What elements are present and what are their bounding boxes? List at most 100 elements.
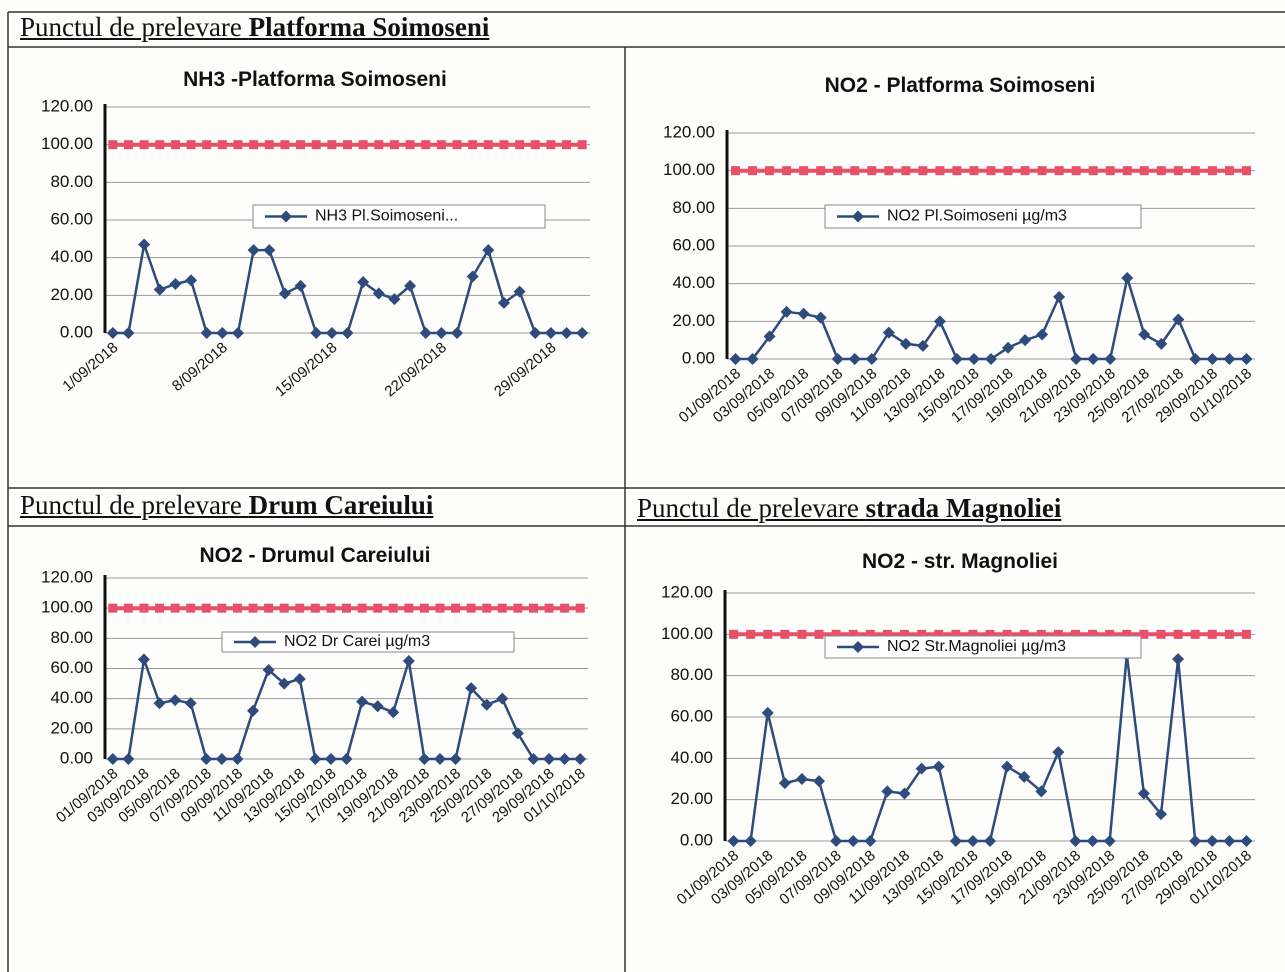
point-marker	[1035, 785, 1048, 798]
legend-box	[252, 204, 546, 229]
point-marker	[247, 704, 260, 717]
point-marker	[560, 327, 573, 339]
limit-marker	[452, 140, 462, 150]
limit-marker	[451, 603, 461, 613]
y-tick-label: 0.00	[680, 830, 713, 849]
limit-marker	[1003, 166, 1013, 176]
point-marker	[763, 330, 776, 343]
y-tick-label: 100.00	[663, 160, 715, 179]
y-tick-label: 60.00	[50, 658, 93, 677]
y-tick-label: 20.00	[670, 789, 713, 808]
y-tick-label: 80.00	[670, 665, 713, 684]
limit-marker	[248, 603, 258, 613]
limit-marker	[1105, 166, 1115, 176]
limit-marker	[155, 140, 165, 150]
point-marker	[761, 706, 774, 719]
section-header: Punctul de prelevare Drum Careiului	[20, 490, 433, 521]
point-marker	[778, 777, 791, 790]
header-place: Platforma Soimoseni	[248, 12, 490, 42]
point-marker	[795, 773, 808, 785]
point-marker	[480, 698, 493, 711]
limit-marker	[1241, 629, 1251, 639]
limit-marker	[831, 629, 841, 639]
y-tick-label: 120.00	[661, 582, 713, 601]
y-tick-label: 100.00	[41, 134, 93, 153]
point-marker	[200, 753, 213, 765]
point-marker	[262, 664, 275, 677]
point-marker	[106, 753, 119, 765]
point-marker	[966, 835, 979, 847]
point-marker	[916, 339, 929, 352]
x-tick-label: 29/09/2018	[491, 339, 559, 400]
limit-marker	[466, 603, 476, 613]
limit-marker	[968, 629, 978, 639]
limit-marker	[123, 603, 133, 613]
limit-marker	[201, 603, 211, 613]
limit-marker	[483, 140, 493, 150]
limit-marker	[780, 629, 790, 639]
limit-marker	[882, 629, 892, 639]
point-marker	[247, 244, 260, 257]
point-marker	[1189, 835, 1202, 847]
legend-marker	[852, 210, 864, 223]
series-line	[735, 277, 1247, 361]
y-tick-label: 40.00	[50, 247, 93, 266]
point-marker	[433, 753, 446, 765]
point-marker	[949, 835, 962, 847]
chart-title: NH3 -Platforma Soimoseni	[183, 68, 447, 91]
point-marker	[529, 327, 542, 339]
limit-marker	[170, 603, 180, 613]
point-marker	[780, 305, 793, 318]
y-tick-label: 80.00	[50, 628, 93, 647]
point-marker	[122, 753, 135, 765]
point-marker	[263, 244, 276, 257]
y-tick-label: 120.00	[663, 122, 715, 141]
point-marker	[153, 283, 166, 296]
header-prefix: Punctul de prelevare	[20, 490, 242, 520]
point-marker	[465, 682, 478, 695]
limit-marker	[1224, 166, 1234, 176]
chart-title: NO2 - Drumul Careiului	[199, 544, 430, 567]
point-marker	[797, 307, 810, 320]
point-marker	[1138, 328, 1151, 341]
limit-marker	[797, 629, 807, 639]
series-line	[112, 659, 581, 761]
point-marker	[404, 279, 417, 292]
point-marker	[387, 706, 400, 719]
point-marker	[418, 753, 431, 765]
point-marker	[1240, 353, 1253, 365]
point-marker	[1069, 835, 1082, 847]
point-marker	[309, 753, 322, 765]
point-marker	[231, 753, 244, 765]
legend-marker	[280, 210, 292, 223]
point-marker	[746, 353, 759, 365]
y-tick-label: 60.00	[672, 235, 715, 254]
limit-marker	[544, 603, 554, 613]
point-marker	[341, 327, 354, 339]
limit-marker	[901, 166, 911, 176]
point-marker	[184, 697, 197, 710]
limit-marker	[1070, 629, 1080, 639]
limit-marker	[357, 603, 367, 613]
point-marker	[847, 835, 860, 847]
limit-marker	[816, 166, 826, 176]
point-marker	[185, 274, 198, 287]
point-marker	[1172, 313, 1185, 326]
limit-marker	[421, 140, 431, 150]
point-marker	[356, 695, 369, 708]
point-marker	[200, 327, 213, 339]
limit-marker	[499, 140, 509, 150]
y-tick-label: 80.00	[672, 198, 715, 217]
limit-marker	[1105, 629, 1115, 639]
limit-marker	[746, 629, 756, 639]
chart-title: NO2 - Platforma Soimoseni	[825, 74, 1096, 97]
limit-marker	[279, 603, 289, 613]
point-marker	[1053, 290, 1066, 303]
point-marker	[231, 327, 244, 339]
point-marker	[881, 785, 894, 798]
limit-marker	[217, 603, 227, 613]
limit-marker	[374, 140, 384, 150]
point-marker	[169, 694, 182, 707]
limit-marker	[799, 166, 809, 176]
